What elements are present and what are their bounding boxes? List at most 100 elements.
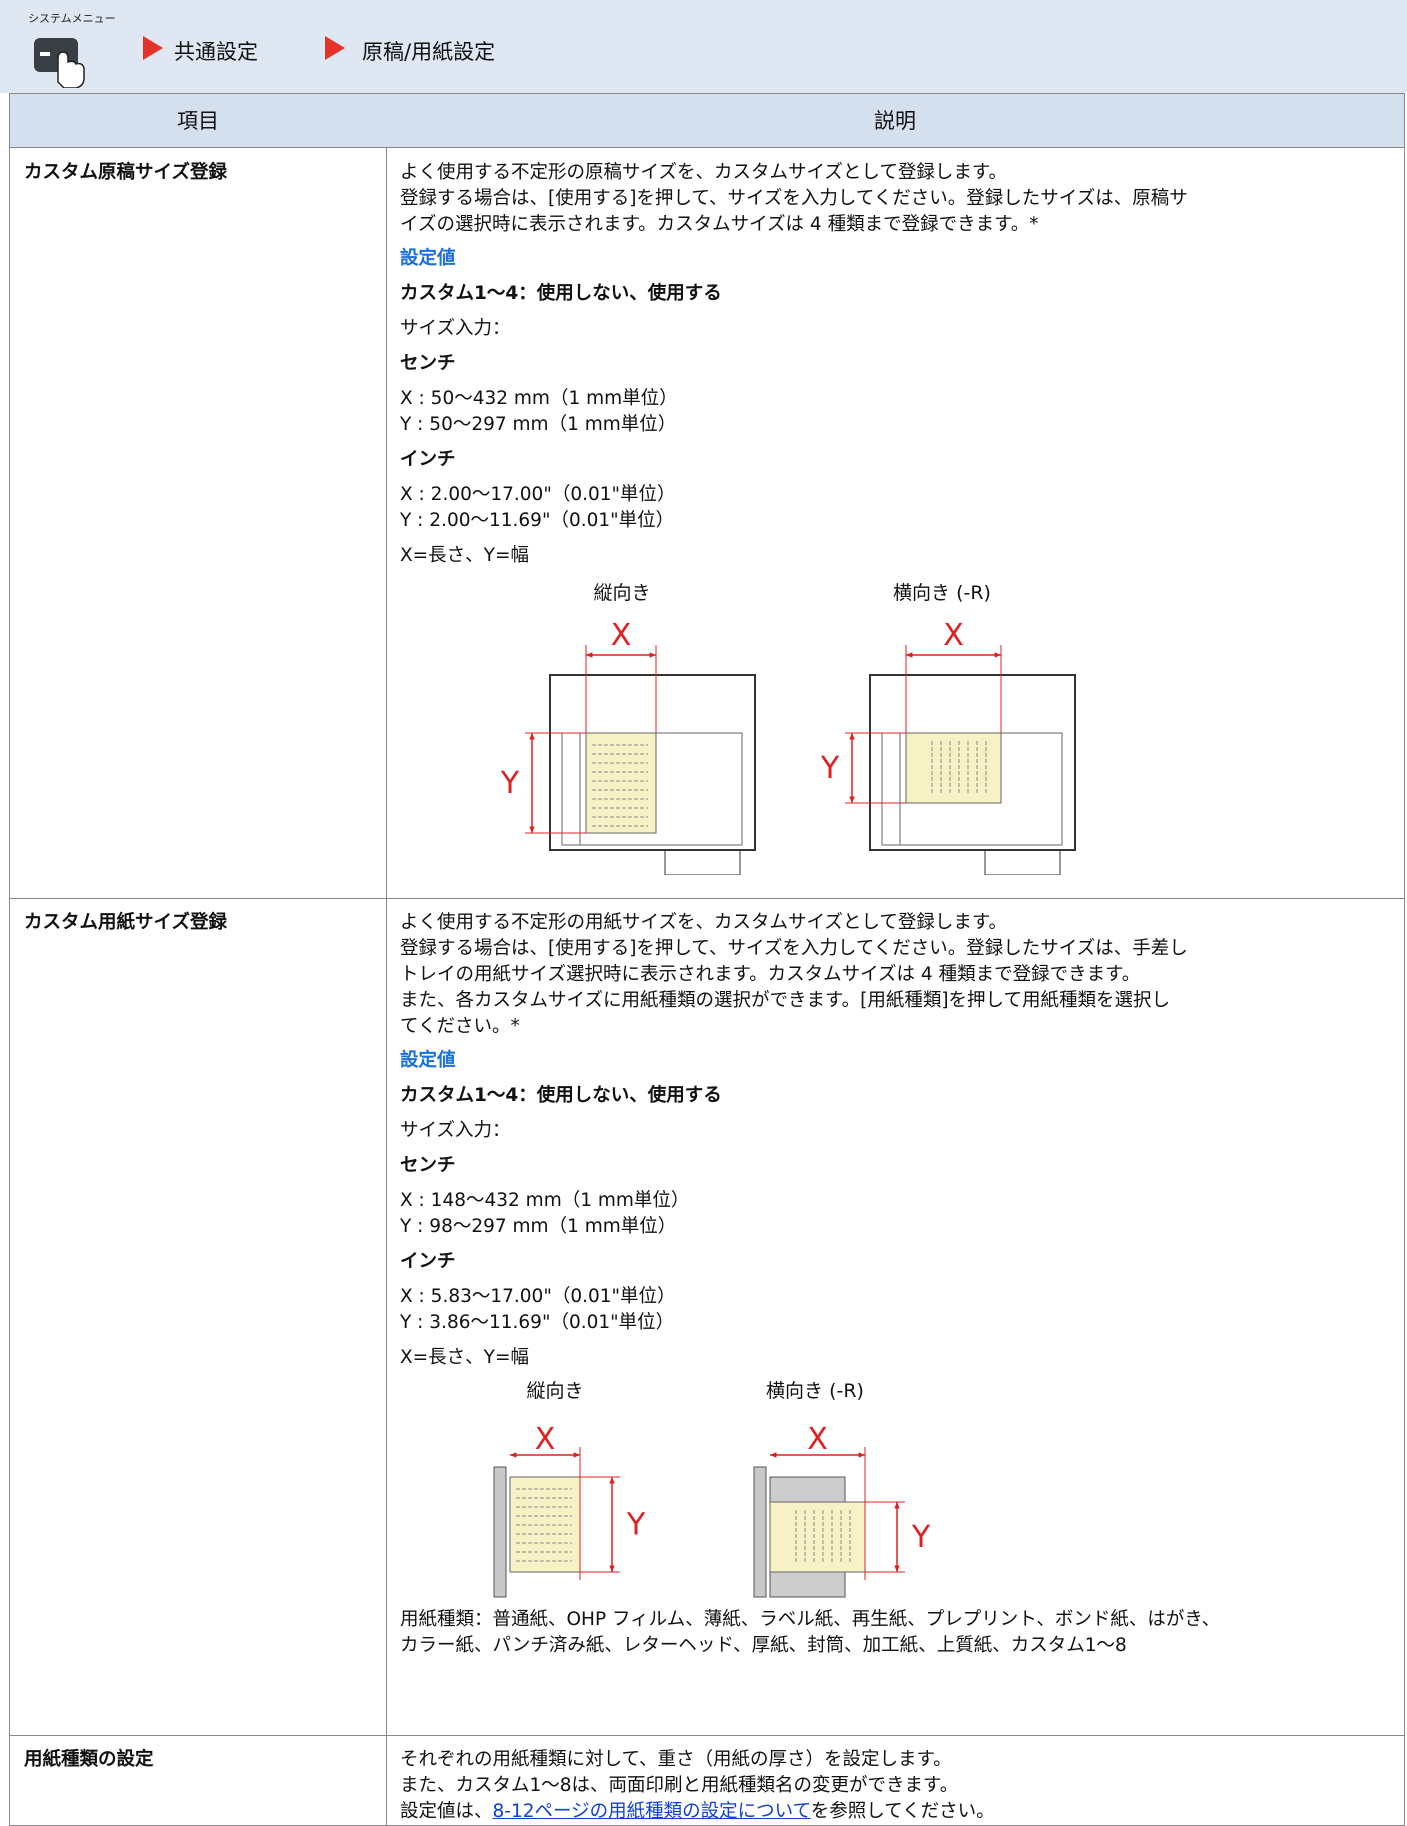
settings-line: インチ [400, 1251, 456, 1272]
settings-line: センチ [400, 1155, 456, 1176]
arrow-head [609, 1565, 615, 1572]
arrow-head [906, 652, 913, 658]
arrow-head [510, 1452, 517, 1458]
tray-side [493, 1466, 507, 1598]
settings-line: Y : 2.00～11.69"（0.01"単位） [400, 510, 675, 531]
paper-type-line: カラー紙、パンチ済み紙、レターヘッド、厚紙、封筒、加工紙、上質紙、カスタム1～8 [400, 1635, 1127, 1656]
description-line: 登録する場合は、[使用する]を押して、サイズを入力してください。登録したサイズは… [400, 188, 1188, 209]
dimension-label: Y [626, 1508, 646, 1543]
arrow-head [894, 1565, 900, 1572]
menu-icon: システムメニュー [28, 12, 116, 88]
settings-group: カスタム1～4：使用しない、使用する [400, 281, 1390, 307]
description-line: よく使用する不定形の用紙サイズを、カスタムサイズとして登録します。 [400, 912, 1007, 933]
paper [585, 732, 657, 834]
description-line: イズの選択時に表示されます。カスタムサイズは 4 種類まで登録できます。* [400, 214, 1039, 235]
item-cell: カスタム原稿サイズ登録 [9, 148, 387, 899]
settings-group: センチ [400, 1153, 1390, 1179]
description-cell: それぞれの用紙種類に対して、重さ（用紙の厚さ）を設定します。 また、カスタム1～8… [386, 1735, 1405, 1826]
settings-line: カスタム1～4：使用しない、使用する [400, 283, 722, 304]
settings-line: X : 50～432 mm（1 mm単位） [400, 388, 678, 409]
dimension-label: X [535, 1422, 556, 1457]
settings-line: Y : 50～297 mm（1 mm単位） [400, 414, 677, 435]
settings-title: 設定値 [400, 1050, 456, 1071]
settings-group: X=長さ、Y=幅 [400, 1345, 1390, 1371]
base [984, 849, 1061, 875]
settings-group: インチ [400, 1249, 1390, 1275]
settings-group: カスタム1～4：使用しない、使用する [400, 1083, 1390, 1109]
settings-line: Y : 3.86～11.69"（0.01"単位） [400, 1312, 675, 1333]
orientation-label: 縦向き [526, 1380, 583, 1402]
description-line: また、各カスタムサイズに用紙種類の選択ができます。[用紙種類]を押して用紙種類を… [400, 990, 1170, 1011]
settings-group: インチ [400, 447, 1390, 473]
reference-text: を参照してください。 [810, 1801, 995, 1822]
settings-group: サイズ入力： [400, 316, 1390, 342]
dimension-label: Y [911, 1520, 931, 1555]
arrow-head [849, 733, 855, 740]
settings-group: X : 148～432 mm（1 mm単位） Y : 98～297 mm（1 mm… [400, 1188, 1390, 1240]
arrow-head [529, 733, 535, 740]
arrow-head [586, 652, 593, 658]
dimension-label: X [611, 618, 632, 653]
arrow-head [858, 1452, 865, 1458]
arrow-head [609, 1477, 615, 1484]
description-line: それぞれの用紙種類に対して、重さ（用紙の厚さ）を設定します。 [400, 1749, 952, 1770]
paper [769, 1501, 866, 1573]
settings-line: センチ [400, 353, 456, 374]
dimension-label: Y [820, 751, 840, 786]
paper [509, 1476, 581, 1573]
column-header: 説明 [386, 93, 1405, 148]
orientation-label: 横向き (-R) [893, 582, 991, 604]
column-header: 項目 [9, 93, 387, 148]
settings-group: X : 50～432 mm（1 mm単位） Y : 50～297 mm（1 mm単… [400, 386, 1390, 438]
settings-line: X=長さ、Y=幅 [400, 545, 529, 566]
settings-line: カスタム1～4：使用しない、使用する [400, 1085, 722, 1106]
orientation-label: 横向き (-R) [766, 1380, 864, 1402]
orientation-label: 縦向き [593, 582, 650, 604]
crumb-arrow [325, 36, 345, 60]
paper-type-line: 用紙種類：普通紙、OHP フィルム、薄紙、ラベル紙、再生紙、プレプリント、ボンド… [400, 1609, 1221, 1630]
header-band [0, 0, 1407, 93]
settings-line: インチ [400, 449, 456, 470]
breadcrumb: 共通設定 [174, 40, 258, 64]
settings-line: サイズ入力： [400, 1120, 511, 1141]
settings-title: 設定値 [400, 248, 456, 269]
settings-group: X=長さ、Y=幅 [400, 543, 1390, 569]
item-cell: カスタム用紙サイズ登録 [9, 898, 387, 1736]
description-line: トレイの用紙サイズ選択時に表示されます。カスタムサイズは 4 種類まで登録できま… [400, 964, 1141, 985]
description-line: よく使用する不定形の原稿サイズを、カスタムサイズとして登録します。 [400, 162, 1007, 183]
settings-line: X : 148～432 mm（1 mm単位） [400, 1190, 690, 1211]
figure: 縦向き X Y 横向き (-R) X Y [500, 582, 1076, 875]
settings-group: センチ [400, 351, 1390, 377]
arrow-head [894, 1502, 900, 1509]
breadcrumb: 原稿/用紙設定 [362, 40, 496, 64]
menu-label: システムメニュー [28, 12, 116, 25]
settings-group: X : 5.83～17.00"（0.01"単位） Y : 3.86～11.69"（… [400, 1284, 1390, 1336]
item-cell: 用紙種類の設定 [9, 1735, 387, 1826]
description-line: てください。* [400, 1016, 520, 1037]
paper [905, 732, 1002, 804]
base [664, 849, 741, 875]
settings-group: X : 2.00～17.00"（0.01"単位） Y : 2.00～11.69"（… [400, 482, 1390, 534]
description-line: 登録する場合は、[使用する]を押して、サイズを入力してください。登録したサイズは… [400, 938, 1188, 959]
arrow-head [573, 1452, 580, 1458]
description-line: また、カスタム1～8は、両面印刷と用紙種類名の変更ができます。 [400, 1775, 959, 1796]
arrow-head [770, 1452, 777, 1458]
arrow-head [649, 652, 656, 658]
arrow-head [849, 796, 855, 803]
dimension-label: X [943, 618, 964, 653]
settings-line: サイズ入力： [400, 318, 511, 339]
settings-line: Y : 98～297 mm（1 mm単位） [400, 1216, 677, 1237]
reference-link[interactable]: 8-12ページの用紙種類の設定について [492, 1801, 811, 1822]
description-cell: よく使用する不定形の原稿サイズを、カスタムサイズとして登録します。登録する場合は… [386, 148, 1405, 899]
description-cell: よく使用する不定形の用紙サイズを、カスタムサイズとして登録します。登録する場合は… [386, 898, 1405, 1736]
dimension-label: X [807, 1422, 828, 1457]
dimension-label: Y [500, 766, 520, 801]
reference-text: 設定値は、 [400, 1801, 493, 1822]
arrow-head [529, 826, 535, 833]
settings-line: X : 5.83～17.00"（0.01"単位） [400, 1286, 676, 1307]
reference-line: 設定値は、8-12ページの用紙種類の設定についてを参照してください。 [400, 1799, 1390, 1825]
figure: 縦向き X Y 横向き (-R) X Y [493, 1380, 931, 1598]
arrow-head [994, 652, 1001, 658]
crumb-arrow [143, 36, 163, 60]
